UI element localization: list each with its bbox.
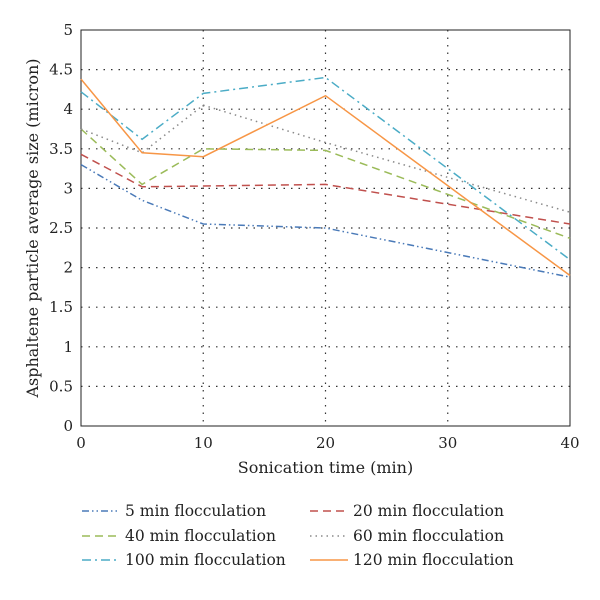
legend-label: 60 min flocculation (353, 527, 504, 545)
series-line-2 (80, 153, 571, 225)
series-line-6 (80, 78, 571, 277)
x-axis-ticks: 0 10 20 30 40 (76, 434, 579, 452)
y-axis-title: Asphaltene particle average size (micron… (23, 59, 42, 399)
y-tick-label: 2.5 (49, 219, 73, 237)
legend-item: 120 min flocculation (310, 551, 514, 569)
series-line-4 (80, 104, 571, 213)
y-tick-label: 0 (63, 417, 73, 435)
series-line-1 (80, 163, 571, 278)
y-tick-label: 4 (63, 100, 73, 118)
legend-label: 20 min flocculation (353, 502, 504, 520)
legend-label: 100 min flocculation (125, 551, 286, 569)
series-line-3 (80, 128, 571, 240)
legend-item: 40 min flocculation (82, 527, 276, 545)
x-tick-label: 20 (316, 434, 335, 452)
y-tick-label: 2 (63, 259, 73, 277)
legend-item: 100 min flocculation (82, 551, 286, 569)
grid (81, 30, 570, 426)
y-tick-label: 4.5 (49, 61, 73, 79)
legend: 5 min flocculation 20 min flocculation 40 … (82, 502, 514, 569)
legend-label: 5 min flocculation (125, 502, 266, 520)
y-tick-label: 3.5 (49, 140, 73, 158)
legend-item: 5 min flocculation (82, 502, 266, 520)
y-tick-label: 1.5 (49, 298, 73, 316)
y-tick-label: 3 (63, 179, 73, 197)
y-tick-label: 1 (63, 338, 73, 356)
x-tick-label: 40 (560, 434, 579, 452)
legend-item: 60 min flocculation (310, 527, 504, 545)
legend-item: 20 min flocculation (310, 502, 504, 520)
x-tick-label: 10 (194, 434, 213, 452)
x-tick-label: 0 (76, 434, 86, 452)
y-tick-label: 0.5 (49, 377, 73, 395)
y-axis-ticks: 0 0.5 1 1.5 2 2.5 3 3.5 4 4.5 5 (49, 21, 73, 435)
y-tick-label: 5 (63, 21, 73, 39)
legend-label: 120 min flocculation (353, 551, 514, 569)
legend-label: 40 min flocculation (125, 527, 276, 545)
plot-frame (80, 29, 571, 427)
series-line-5 (80, 76, 571, 261)
x-tick-label: 30 (438, 434, 457, 452)
series-layer (80, 76, 571, 278)
x-axis-title: Sonication time (min) (238, 458, 413, 477)
